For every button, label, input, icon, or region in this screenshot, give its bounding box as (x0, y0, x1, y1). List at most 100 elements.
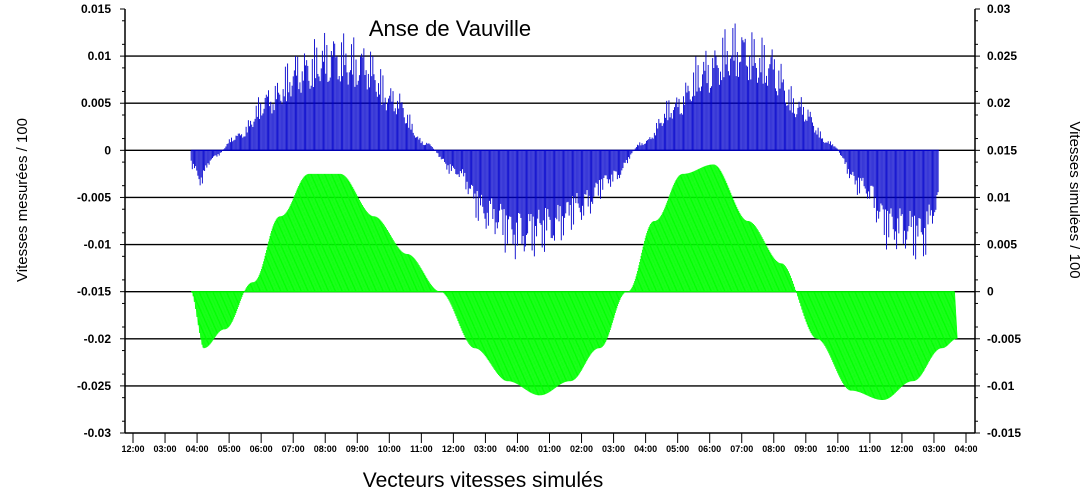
vector-stick (198, 291, 203, 345)
vector-stick (659, 217, 665, 292)
vector-stick (279, 216, 285, 292)
vector-stick (423, 273, 426, 292)
vector-stick (588, 291, 593, 353)
vector-stick (774, 258, 777, 292)
vector-stick (871, 291, 879, 400)
vector-stick (664, 208, 670, 292)
vector-stick (642, 246, 647, 292)
vector-stick (611, 291, 614, 321)
vector-stick (912, 291, 919, 379)
vector-stick (255, 280, 258, 292)
vector-stick (851, 291, 858, 392)
vector-stick (940, 291, 945, 348)
vector-stick (339, 173, 347, 292)
vector-stick (680, 174, 688, 292)
vector-stick (699, 168, 708, 292)
vector-stick (329, 173, 338, 292)
vector-stick (876, 291, 884, 401)
vector-stick (616, 291, 619, 307)
vector-stick (344, 176, 353, 292)
vector-stick (839, 291, 847, 388)
vector-stick (338, 173, 347, 292)
vector-stick (641, 249, 646, 292)
vector-stick (520, 291, 527, 391)
vector-stick (373, 216, 380, 292)
vector-stick (815, 291, 819, 340)
vector-stick (816, 291, 820, 340)
vector-stick (779, 263, 783, 292)
vector-stick (749, 221, 755, 292)
vector-stick (521, 291, 528, 391)
vector-stick (413, 258, 417, 292)
axes (120, 8, 980, 443)
vector-stick (461, 291, 466, 338)
vector-stick (776, 260, 779, 292)
vector-stick (317, 173, 326, 292)
vector-stick (287, 210, 293, 292)
vector-stick (825, 291, 831, 356)
vector-stick (233, 291, 236, 316)
vector-stick (226, 291, 230, 327)
vector-stick (211, 291, 216, 338)
vector-stick (719, 169, 728, 292)
vector-stick (485, 291, 491, 363)
vector-stick (686, 173, 695, 292)
vector-stick (353, 188, 360, 292)
vector-stick (670, 192, 677, 292)
vector-stick (286, 211, 292, 292)
vector-stick (468, 291, 473, 347)
vector-stick (228, 291, 231, 325)
vector-stick (549, 291, 556, 389)
vector-stick (706, 165, 715, 292)
vector-stick (668, 196, 675, 292)
vector-stick (461, 291, 465, 336)
vector-stick (322, 173, 331, 292)
vector-stick (603, 291, 607, 341)
vector-stick (496, 291, 503, 379)
vector-stick (584, 291, 589, 359)
vector-stick (377, 217, 383, 292)
vector-stick (546, 291, 554, 390)
vector-stick (866, 291, 874, 399)
vector-stick (412, 256, 415, 292)
vector-stick (889, 291, 897, 393)
vector-stick (258, 275, 261, 292)
vector-stick (636, 273, 639, 292)
vector-stick (236, 291, 239, 308)
vector-stick (746, 220, 752, 292)
vector-stick (926, 291, 932, 359)
vector-stick (808, 291, 812, 334)
vector-stick (289, 205, 296, 292)
vector-stick (933, 291, 939, 350)
vector-stick (819, 291, 824, 344)
vector-stick (917, 291, 923, 374)
vector-stick (293, 196, 300, 292)
vector-stick (729, 190, 736, 292)
vector-stick (325, 173, 333, 292)
vector-stick (291, 202, 298, 292)
vector-stick (218, 291, 222, 331)
vector-stick (548, 291, 555, 389)
vector-stick (552, 291, 559, 386)
vector-stick (879, 291, 887, 400)
vector-stick (562, 291, 569, 382)
vector-stick (821, 291, 826, 347)
vector-stick (229, 291, 232, 324)
vector-stick (864, 291, 872, 398)
vector-stick (641, 252, 645, 292)
vector-stick (467, 291, 472, 347)
vector-stick (704, 166, 713, 292)
vector-stick (942, 291, 947, 347)
vector-stick (393, 241, 398, 292)
vector-stick (694, 170, 702, 292)
vector-stick (801, 291, 804, 313)
vector-stick (360, 201, 367, 292)
vector-stick (676, 178, 684, 292)
vector-stick (697, 169, 706, 292)
vector-stick (507, 291, 514, 383)
vector-stick (299, 182, 307, 292)
vector-stick (856, 291, 863, 394)
vector-stick (595, 291, 600, 349)
vector-stick (237, 291, 240, 305)
